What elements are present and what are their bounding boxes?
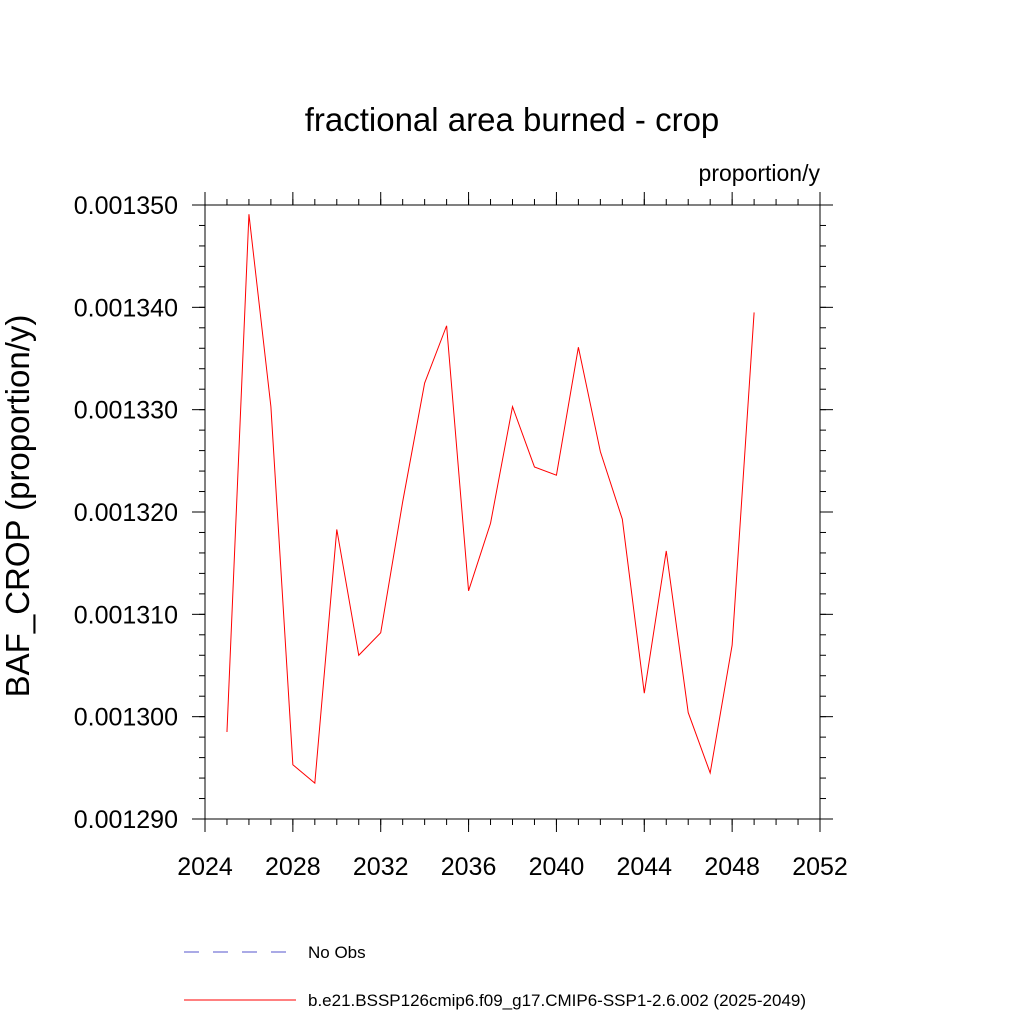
legend-label: b.e21.BSSP126cmip6.f09_g17.CMIP6-SSP1-2.… <box>308 991 806 1010</box>
y-tick-label: 0.001330 <box>74 397 178 425</box>
x-tick-label: 2044 <box>616 853 672 881</box>
y-tick-label: 0.001300 <box>74 704 178 732</box>
x-tick-label: 2036 <box>441 853 497 881</box>
chart-title: fractional area burned - crop <box>305 101 720 138</box>
units-label: proportion/y <box>699 160 821 186</box>
series-layer <box>226 214 755 785</box>
x-tick-label: 2048 <box>704 853 760 881</box>
y-tick-label: 0.001320 <box>74 499 178 527</box>
x-tick-label: 2040 <box>529 853 585 881</box>
x-axis: 2024 2028 2032 2036 2040 2044 2048 2052 <box>177 192 848 881</box>
y-axis-label: BAF_CROP (proportion/y) <box>0 315 36 698</box>
y-axis: 0.001290 0.001300 0.001310 0.001320 0.001330… <box>74 192 833 834</box>
y-tick-label: 0.001350 <box>74 192 178 220</box>
y-tick-label: 0.001290 <box>74 806 178 834</box>
plot-frame <box>204 204 821 820</box>
y-tick-label: 0.001310 <box>74 601 178 629</box>
y-tick-label: 0.001340 <box>74 294 178 322</box>
x-tick-label: 2028 <box>265 853 321 881</box>
legend-label: No Obs <box>308 943 366 962</box>
legend: No Obs b.e21.BSSP126cmip6.f09_g17.CMIP6-S… <box>184 943 806 1010</box>
x-tick-label: 2032 <box>353 853 409 881</box>
x-tick-label: 2024 <box>177 853 233 881</box>
series-line <box>226 214 755 785</box>
x-tick-label: 2052 <box>792 853 848 881</box>
